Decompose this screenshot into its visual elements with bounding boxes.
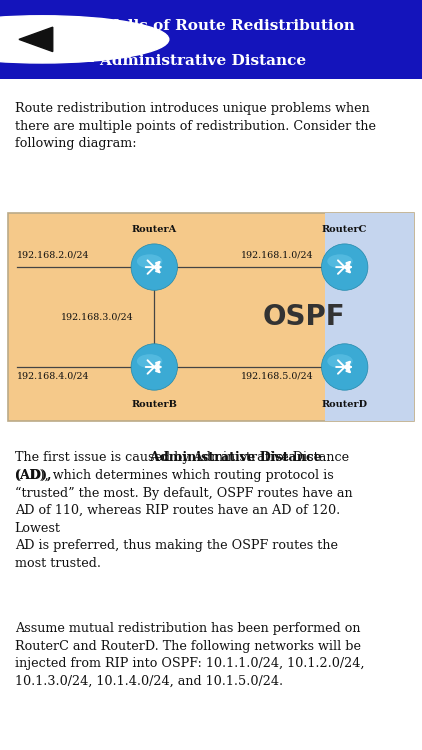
Circle shape [0, 18, 155, 61]
Circle shape [0, 21, 142, 58]
Text: RouterC: RouterC [322, 225, 368, 234]
FancyBboxPatch shape [8, 213, 414, 421]
FancyBboxPatch shape [325, 213, 414, 421]
Circle shape [0, 16, 169, 63]
Circle shape [22, 36, 62, 43]
Text: 192.168.2.0/24: 192.168.2.0/24 [16, 250, 89, 259]
Circle shape [0, 28, 102, 50]
Circle shape [29, 37, 56, 42]
Circle shape [0, 27, 109, 52]
Ellipse shape [137, 354, 162, 368]
Circle shape [0, 20, 149, 59]
Text: 192.168.5.0/24: 192.168.5.0/24 [241, 372, 314, 381]
Text: Route redistribution introduces unique problems when
there are multiple points o: Route redistribution introduces unique p… [15, 102, 376, 150]
Ellipse shape [137, 254, 162, 268]
Circle shape [35, 38, 49, 40]
Text: 192.168.1.0/24: 192.168.1.0/24 [241, 250, 314, 259]
Ellipse shape [322, 244, 368, 290]
Text: 192.168.3.0/24: 192.168.3.0/24 [61, 313, 134, 322]
Circle shape [2, 32, 82, 46]
Circle shape [0, 16, 169, 63]
Circle shape [16, 34, 69, 44]
Circle shape [0, 22, 135, 57]
Text: RouterD: RouterD [322, 400, 368, 410]
Ellipse shape [327, 254, 353, 268]
Circle shape [0, 31, 89, 48]
Ellipse shape [131, 244, 178, 290]
Text: Administrative Distance
(AD),: Administrative Distance (AD), [15, 452, 322, 482]
Circle shape [0, 29, 95, 50]
FancyBboxPatch shape [0, 0, 422, 79]
Text: OSPF: OSPF [263, 303, 346, 331]
Ellipse shape [131, 344, 178, 390]
Ellipse shape [327, 354, 353, 368]
Text: RouterB: RouterB [131, 400, 177, 410]
Circle shape [0, 25, 122, 54]
Text: The first issue is caused by Administrative Distance
(AD), which determines whic: The first issue is caused by Administrat… [15, 452, 352, 570]
Text: Assume mutual redistribution has been performed on
RouterC and RouterD. The foll: Assume mutual redistribution has been pe… [15, 622, 364, 688]
Text: 192.168.4.0/24: 192.168.4.0/24 [16, 372, 89, 381]
Circle shape [0, 17, 162, 62]
Ellipse shape [322, 344, 368, 390]
Circle shape [0, 23, 129, 56]
Circle shape [9, 33, 76, 46]
Polygon shape [19, 27, 53, 52]
Text: Pitfalls of Route Redistribution: Pitfalls of Route Redistribution [87, 19, 354, 33]
Text: – Administrative Distance: – Administrative Distance [87, 53, 306, 68]
Text: RouterA: RouterA [132, 225, 177, 234]
Circle shape [0, 26, 116, 53]
